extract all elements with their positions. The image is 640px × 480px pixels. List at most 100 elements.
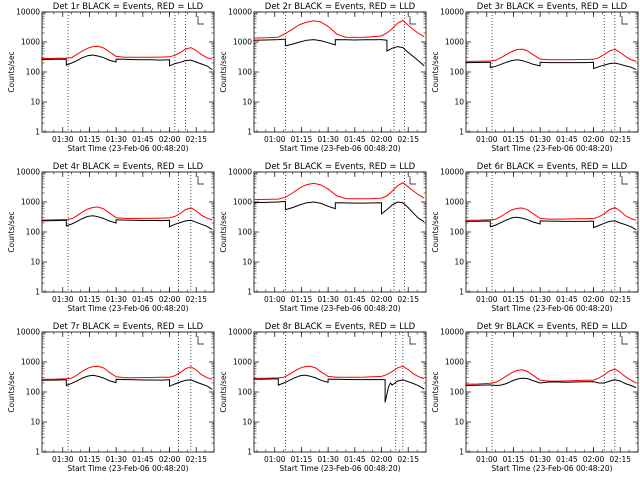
event-rate-line [253, 374, 425, 403]
x-axis-label: Start Time (23-Feb-06 00:48:20) [67, 304, 188, 313]
y-tick-label: 1000 [233, 38, 252, 47]
x-tick-label: 01:30 [105, 135, 127, 144]
y-tick-label: 10000 [440, 328, 464, 337]
event-rate-line [465, 59, 637, 71]
y-axis-label: Counts/sec [219, 211, 228, 252]
event-rate-line [465, 377, 637, 389]
x-tick-label: 02:00 [159, 455, 181, 464]
x-tick-label: 01:30 [105, 295, 127, 304]
x-tick-label: 01:45 [132, 135, 154, 144]
corner-glyph [197, 336, 204, 345]
y-tick-label: 10000 [228, 328, 252, 337]
y-tick-label: 100 [26, 228, 41, 237]
panel-title: Det 9r BLACK = Events, RED = LLD [477, 322, 628, 332]
y-axis-label: Counts/sec [7, 371, 16, 412]
detector-panel-9: Det 9r BLACK = Events, RED = LLD 1 10 100 10… [431, 322, 639, 473]
x-tick-label: 01:30 [52, 455, 74, 464]
y-tick-label: 10000 [228, 8, 252, 17]
x-tick-label: 01:00 [264, 135, 286, 144]
panel-title: Det 1r BLACK = Events, RED = LLD [53, 2, 204, 12]
x-axis-label: Start Time (23-Feb-06 00:48:20) [67, 144, 188, 153]
x-tick-label: 01:45 [132, 455, 154, 464]
x-tick-label: 02:15 [185, 295, 207, 304]
plot-frame [253, 331, 427, 453]
panel-title: Det 7r BLACK = Events, RED = LLD [53, 322, 204, 332]
y-tick-label: 1000 [21, 38, 40, 47]
panel-title: Det 4r BLACK = Events, RED = LLD [53, 162, 204, 172]
y-tick-label: 10000 [16, 8, 40, 17]
detector-panel-6: Det 6r BLACK = Events, RED = LLD 1 10 100 10… [431, 162, 639, 313]
y-axis-label: Counts/sec [431, 211, 440, 252]
y-tick-label: 1 [247, 448, 252, 457]
panel-title: Det 6r BLACK = Events, RED = LLD [477, 162, 628, 172]
corner-glyph [409, 336, 416, 345]
detector-panel-7: Det 7r BLACK = Events, RED = LLD 1 10 100 10… [7, 322, 215, 473]
y-tick-label: 10 [454, 258, 464, 267]
y-tick-label: 100 [238, 388, 253, 397]
x-tick-label: 01:30 [105, 455, 127, 464]
x-tick-label: 02:00 [371, 455, 393, 464]
y-tick-label: 10000 [440, 8, 464, 17]
x-tick-label: 02:15 [609, 455, 631, 464]
x-tick-label: 02:00 [371, 135, 393, 144]
x-tick-label: 01:15 [503, 295, 525, 304]
x-tick-label: 01:00 [476, 455, 498, 464]
y-tick-label: 100 [26, 388, 41, 397]
y-tick-label: 1000 [21, 198, 40, 207]
plot-frame [253, 171, 427, 293]
lld-rate-line [253, 19, 425, 39]
event-rate-line [253, 38, 425, 67]
x-tick-label: 02:15 [185, 135, 207, 144]
x-tick-label: 01:15 [79, 135, 101, 144]
corner-glyph [197, 16, 204, 25]
x-tick-label: 02:00 [583, 135, 605, 144]
x-tick-label: 01:00 [264, 295, 286, 304]
lld-rate-line [465, 48, 637, 62]
x-tick-label: 02:15 [397, 455, 419, 464]
lld-rate-line [465, 207, 637, 221]
x-axis-label: Start Time (23-Feb-06 00:48:20) [279, 144, 400, 153]
detector-panel-5: Det 5r BLACK = Events, RED = LLD 1 10 100 10… [219, 162, 427, 313]
x-tick-label: 02:00 [371, 295, 393, 304]
x-tick-label: 01:45 [556, 295, 578, 304]
y-tick-label: 10 [242, 418, 252, 427]
x-tick-label: 01:45 [556, 135, 578, 144]
y-tick-label: 1 [459, 128, 464, 137]
lld-rate-line [41, 45, 213, 60]
detector-panel-4: Det 4r BLACK = Events, RED = LLD 1 10 100 10… [7, 162, 215, 313]
panel-title: Det 3r BLACK = Events, RED = LLD [477, 2, 628, 12]
x-tick-label: 01:30 [317, 455, 339, 464]
x-tick-label: 01:45 [344, 455, 366, 464]
x-axis-label: Start Time (23-Feb-06 00:48:20) [279, 304, 400, 313]
corner-glyph [409, 16, 416, 25]
x-tick-label: 01:45 [344, 135, 366, 144]
x-tick-label: 01:15 [79, 455, 101, 464]
detector-panel-2: Det 2r BLACK = Events, RED = LLD 1 10 100 10… [219, 2, 427, 153]
y-tick-label: 10 [30, 418, 40, 427]
x-tick-label: 01:30 [52, 295, 74, 304]
y-axis-label: Counts/sec [431, 371, 440, 412]
x-tick-label: 02:15 [185, 455, 207, 464]
x-tick-label: 02:00 [583, 455, 605, 464]
x-tick-label: 01:00 [476, 295, 498, 304]
corner-glyph [621, 336, 628, 345]
y-tick-label: 100 [450, 68, 465, 77]
y-tick-label: 10000 [228, 168, 252, 177]
x-tick-label: 01:00 [264, 455, 286, 464]
y-axis-label: Counts/sec [7, 51, 16, 92]
x-tick-label: 01:00 [476, 135, 498, 144]
y-tick-label: 1 [35, 128, 40, 137]
y-axis-label: Counts/sec [7, 211, 16, 252]
y-tick-label: 1000 [445, 198, 464, 207]
panel-title: Det 2r BLACK = Events, RED = LLD [265, 2, 416, 12]
y-tick-label: 10 [242, 258, 252, 267]
event-rate-line [41, 215, 213, 231]
y-tick-label: 10000 [440, 168, 464, 177]
x-tick-label: 01:30 [529, 455, 551, 464]
detector-panel-3: Det 3r BLACK = Events, RED = LLD 1 10 100 10… [431, 2, 639, 153]
detector-panel-1: Det 1r BLACK = Events, RED = LLD 1 10 100 10… [7, 2, 215, 153]
y-tick-label: 1000 [445, 358, 464, 367]
y-tick-label: 10 [30, 258, 40, 267]
x-axis-label: Start Time (23-Feb-06 00:48:20) [491, 144, 612, 153]
